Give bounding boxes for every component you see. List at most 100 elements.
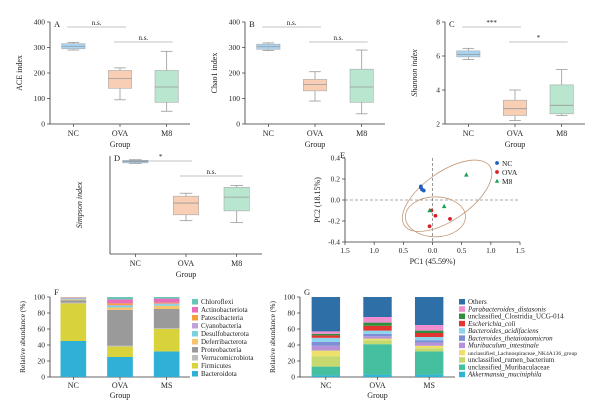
box-NC xyxy=(456,50,481,58)
significance-label: n.s. xyxy=(206,168,216,176)
y-tick-label: 400 xyxy=(34,18,46,27)
legend-label: Bacteroides_thetaiotaomicron xyxy=(468,334,553,342)
x-tick-label: OVA xyxy=(112,129,129,138)
legend-label: Parabacteroides_distasonis xyxy=(467,305,546,313)
bar-segment-Bacteroides_thetaiotaomicron xyxy=(414,340,444,343)
box-OVA xyxy=(108,70,132,89)
bar-segment-Firmicutes xyxy=(153,329,180,352)
bar-segment-Deferribacterota xyxy=(107,307,133,310)
y-tick-label: 60 xyxy=(38,325,46,334)
y-tick-label: 6 xyxy=(436,52,440,61)
panel-A: 0 100 200 300 400 NC OVA M8 n.s. n.s. A Group ACE in… xyxy=(15,18,190,149)
bar-segment-Deferribacterota xyxy=(60,299,87,301)
legend-label: Actinobacteriota xyxy=(201,306,249,314)
point-NC xyxy=(418,184,423,189)
bar-segment-Proteobacteria xyxy=(153,309,180,329)
legend-label: Chloroflexi xyxy=(201,298,233,306)
bar-segment-Patescibacteria xyxy=(107,303,133,305)
legend-swatch xyxy=(192,355,198,361)
box-M8 xyxy=(154,70,179,103)
legend-swatch xyxy=(192,307,198,313)
y-axis-label: PC2 (18.15%) xyxy=(313,177,322,223)
bar-segment-unclassified_rumen_bacterium xyxy=(363,340,392,345)
y-tick-label: 20 xyxy=(288,357,296,366)
legend-swatch xyxy=(459,364,465,370)
bar-segment-unclassified_rumen_bacterium xyxy=(311,356,341,367)
legend-label: Akkermansia_muciniphila xyxy=(467,371,542,379)
bar-segment-Others xyxy=(311,297,341,332)
x-tick-label: 0.5 xyxy=(399,246,409,255)
bar-segment-Bacteroides_thetaiotaomicron xyxy=(311,341,341,346)
bar-segment-Akkermansia_muciniphila xyxy=(311,375,341,377)
x-axis-label: Group xyxy=(110,140,130,149)
legend-swatch xyxy=(459,371,465,378)
y-tick-label: 400 xyxy=(229,18,241,27)
legend-swatch xyxy=(459,328,465,334)
legend-swatch xyxy=(459,357,465,363)
significance-label: n.s. xyxy=(287,19,297,27)
x-axis-label: Group xyxy=(505,140,525,149)
point-NC xyxy=(421,188,426,193)
x-tick-label: OVA xyxy=(369,381,386,390)
bar-segment-Cyanobacteria xyxy=(60,297,87,299)
legend-swatch xyxy=(192,299,198,305)
x-tick-label: NC xyxy=(463,129,474,138)
legend-swatch xyxy=(192,315,198,321)
panel-label: A xyxy=(54,19,61,29)
bar-segment-Chloroflexi xyxy=(107,297,133,300)
box-M8 xyxy=(549,84,574,115)
x-tick-label: M8 xyxy=(356,129,367,138)
legend-swatch xyxy=(192,371,198,377)
bar-segment-Muribaculum_intestinale xyxy=(363,336,392,339)
x-tick-label: M8 xyxy=(231,259,242,268)
legend-marker-NC xyxy=(495,161,499,165)
legend-label: Escherichia_coli xyxy=(467,320,515,328)
x-tick-label: OVA xyxy=(112,381,129,390)
x-tick-label: 0.5 xyxy=(457,246,467,255)
box-OVA xyxy=(503,99,527,116)
x-tick-label: NC xyxy=(68,129,79,138)
y-tick-label: -0.2 xyxy=(328,217,340,226)
legend-label: Muribaculum_intestinale xyxy=(467,342,539,350)
legend-swatch xyxy=(459,349,465,356)
x-tick-label: M8 xyxy=(161,129,172,138)
y-tick-label: 200 xyxy=(229,69,241,78)
legend-marker-M8 xyxy=(494,178,500,183)
legend-label: Bacteroides_acidifaciens xyxy=(468,327,539,335)
x-tick-label: 1.5 xyxy=(515,246,525,255)
y-tick-label: 0 xyxy=(41,120,45,129)
y-tick-label: 100 xyxy=(34,94,46,103)
y-tick-label: 0 xyxy=(236,120,240,129)
legend-label-M8: M8 xyxy=(502,177,513,186)
x-tick-label: NC xyxy=(68,381,79,390)
legend-swatch xyxy=(192,323,198,329)
legend-label: Bacteroidota xyxy=(201,370,238,378)
x-axis-label: Group xyxy=(176,270,196,279)
y-axis-label: Relative abundance (%) xyxy=(18,300,27,373)
legend-label: Others xyxy=(468,298,487,306)
y-tick-label: 100 xyxy=(284,293,296,302)
bar-segment-Desulfobacterota xyxy=(107,305,133,308)
bar-segment-Escherichia_coli xyxy=(363,325,392,331)
legend-label: unclassified_rumen_bacterium xyxy=(468,356,555,364)
point-M8 xyxy=(427,208,432,213)
x-tick-label: NC xyxy=(130,259,141,268)
panel-label: G xyxy=(304,287,310,297)
bar-segment-Parabacteroides_distasonis xyxy=(363,317,392,323)
bar-segment-Parabacteroides_distasonis xyxy=(311,331,341,334)
bar-segment-Verrucomicrobiota xyxy=(153,328,180,329)
legend-label: Deferribacterota xyxy=(201,338,248,346)
x-tick-label: 1.0 xyxy=(369,246,379,255)
box-M8 xyxy=(349,68,374,103)
ellipse-M8 xyxy=(401,159,493,232)
bar-segment-unclassified_Clostridia_UCG-014 xyxy=(414,330,444,333)
legend-swatch xyxy=(459,342,465,349)
panel-label: C xyxy=(449,19,455,29)
legend-swatch xyxy=(459,306,465,312)
bar-segment-unclassified_Lachnospiraceae_NK4A136_group xyxy=(414,345,444,349)
significance-label: n.s. xyxy=(138,34,148,42)
bar-segment-Cyanobacteria xyxy=(153,303,180,305)
y-axis-label: ACE index xyxy=(15,55,24,91)
significance-label: * xyxy=(537,34,541,42)
